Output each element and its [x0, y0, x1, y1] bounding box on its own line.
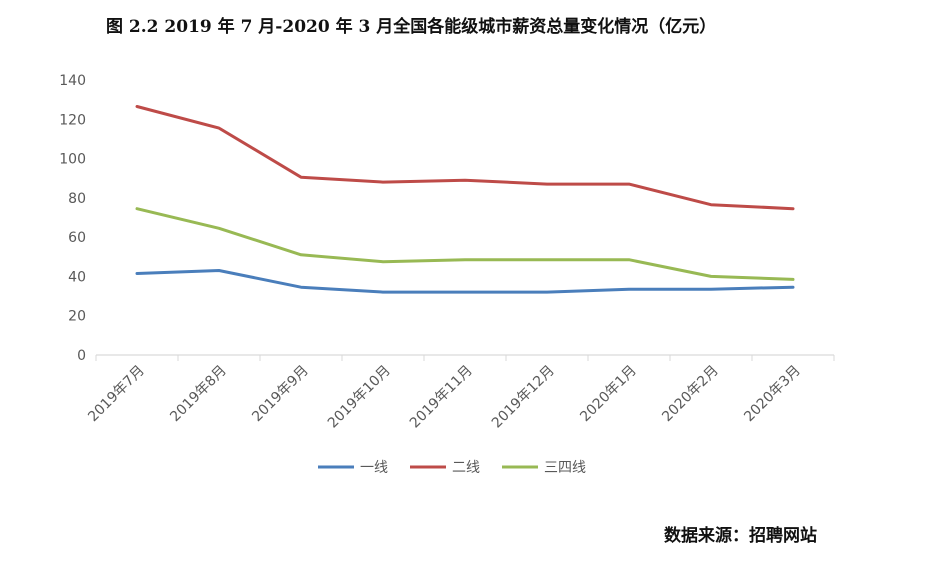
- legend-label: 三四线: [544, 460, 586, 476]
- chart-title: 图 2.2 2019 年 7 月-2020 年 3 月全国各能级城市薪资总量变化…: [106, 17, 717, 37]
- y-tick-label: 100: [59, 152, 86, 168]
- series-lines: [135, 105, 795, 294]
- x-tick-label: 2019年10月: [325, 363, 394, 432]
- legend-label: 一线: [360, 460, 388, 476]
- data-source: 数据来源：招聘网站: [664, 526, 817, 546]
- y-tick-label: 40: [68, 269, 86, 285]
- y-tick-label: 80: [68, 191, 86, 207]
- x-axis: 2019年7月 2019年8月 2019年9月 2019年10月 2019年11月 201…: [85, 354, 835, 432]
- y-tick-label: 140: [59, 73, 86, 89]
- series-line-1: [135, 269, 795, 294]
- y-tick-label: 60: [68, 230, 86, 246]
- x-tick-label: 2020年1月: [577, 363, 640, 426]
- x-tick-label: 2019年9月: [249, 363, 312, 426]
- series-line-2: [135, 105, 795, 211]
- x-tick-label: 2020年2月: [659, 363, 722, 426]
- series-line-3: [135, 207, 795, 281]
- legend-label: 二线: [452, 460, 480, 476]
- legend: 一线 二线 三四线: [318, 460, 586, 476]
- y-tick-label: 0: [77, 348, 86, 364]
- x-tick-label: 2020年3月: [741, 363, 804, 426]
- x-tick-label: 2019年7月: [85, 363, 148, 426]
- x-tick-label: 2019年11月: [407, 363, 476, 432]
- x-tick-label: 2019年8月: [167, 363, 230, 426]
- y-tick-label: 120: [59, 112, 86, 128]
- y-axis: 0 20 40 60 80 100 120 140: [59, 73, 86, 364]
- y-tick-label: 20: [68, 309, 86, 325]
- x-tick-label: 2019年12月: [489, 363, 558, 432]
